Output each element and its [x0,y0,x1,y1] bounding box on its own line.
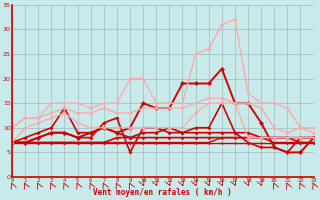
X-axis label: Vent moyen/en rafales ( km/h ): Vent moyen/en rafales ( km/h ) [93,188,232,197]
